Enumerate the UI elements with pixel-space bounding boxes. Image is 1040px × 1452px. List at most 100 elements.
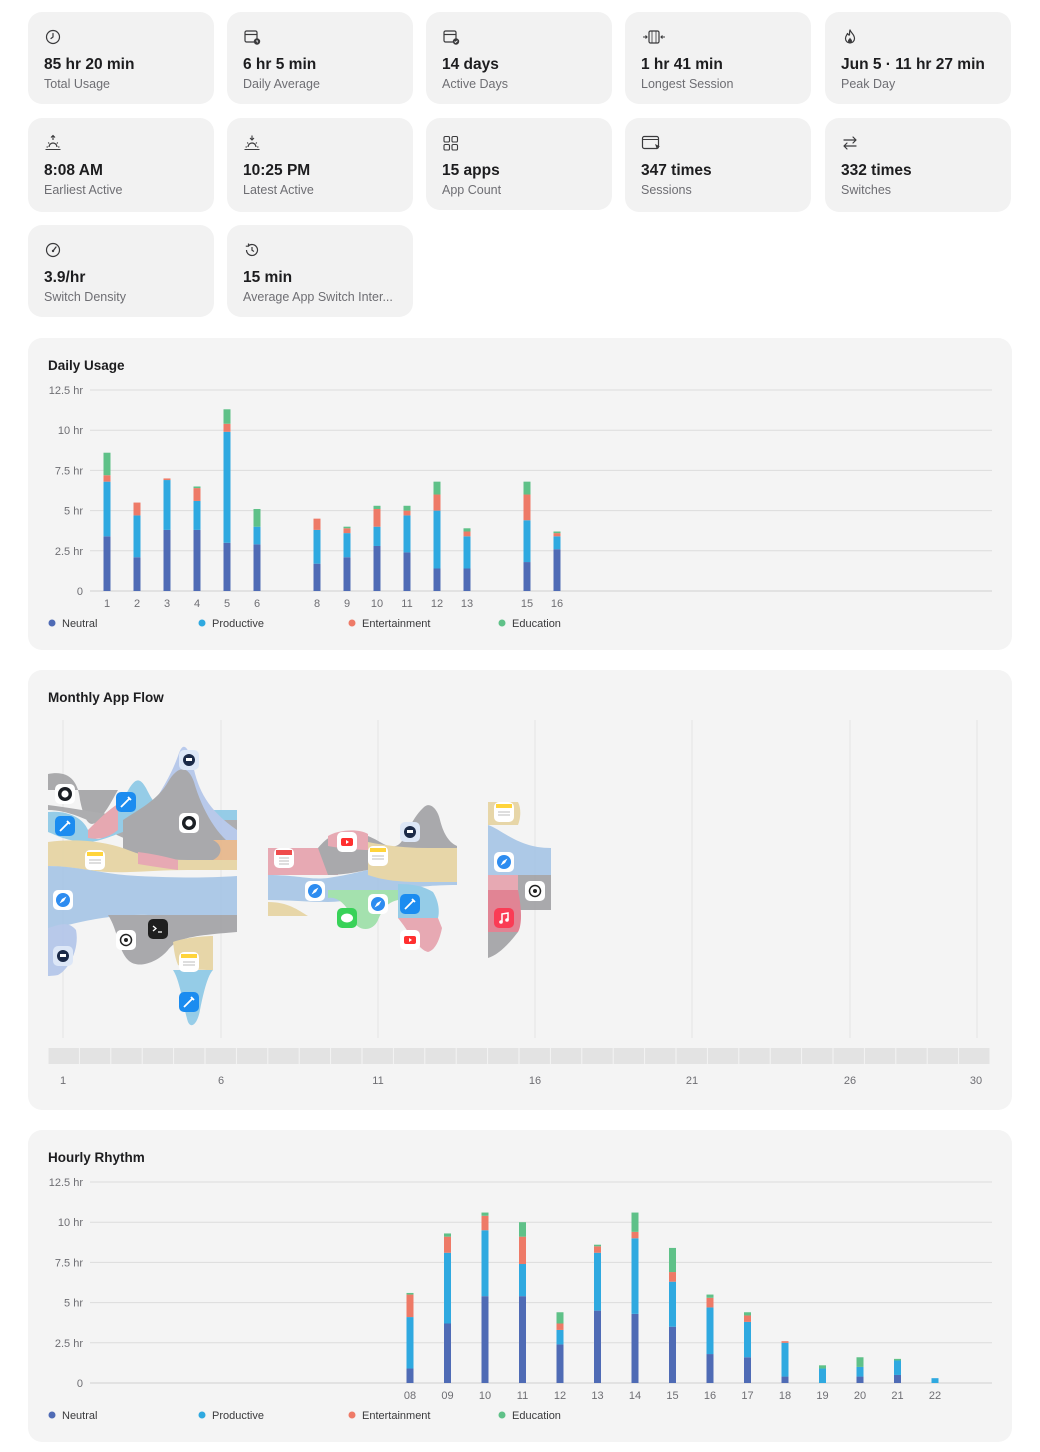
stat-value: 14 days [442, 56, 499, 73]
stat-card-earliest-active: 8:08 AM Earliest Active [28, 118, 214, 212]
bar-segment-education [103, 452, 111, 476]
bar-segment-education [553, 531, 561, 534]
stopwatch-range-icon [643, 30, 665, 44]
legend-swatch [348, 1411, 356, 1419]
bar-segment-productive [163, 480, 171, 530]
y-tick-label: 5 hr [64, 1298, 83, 1310]
legend-label: Entertainment [362, 618, 430, 630]
bar-segment-neutral [856, 1376, 864, 1383]
y-tick-label: 12.5 hr [49, 385, 84, 397]
bar-segment-neutral [463, 568, 471, 591]
sunrise-icon [45, 134, 61, 151]
flow-day-cell [142, 1048, 174, 1064]
xcode-icon [179, 992, 199, 1012]
stat-label: Earliest Active [44, 183, 123, 197]
flow-stream-orange [213, 840, 237, 860]
stat-card-peak-day: Jun 5 · 11 hr 27 min Peak Day [825, 12, 1011, 104]
stat-label: Latest Active [243, 183, 314, 197]
flow-cluster-days-1-6 [48, 746, 237, 1026]
bar-segment-productive [313, 529, 321, 564]
legend-swatch [498, 1411, 506, 1419]
y-tick-label: 2.5 hr [55, 1338, 83, 1350]
bar-segment-neutral [523, 562, 531, 591]
xcode-icon [116, 792, 136, 812]
bar-segment-entertainment [343, 528, 351, 534]
bar-segment-neutral [253, 544, 261, 591]
youtube-icon [337, 832, 357, 852]
flow-stream-pink [138, 852, 178, 870]
flow-stream-pink [488, 875, 518, 890]
flow-day-cell [48, 1048, 79, 1064]
youtube-icon [400, 930, 420, 950]
music-icon [494, 908, 514, 928]
flow-day-cell [488, 1048, 519, 1064]
daily-usage-panel: Daily Usage 12.5 hr 10 hr 7.5 hr 5 hr 2.5 hr… [28, 338, 1012, 650]
flow-day-cell [205, 1048, 236, 1064]
legend-swatch [348, 619, 356, 627]
flow-x-tick-label: 26 [844, 1075, 856, 1087]
bar-segment-entertainment [706, 1297, 714, 1308]
bar-segment-productive [343, 533, 351, 558]
flow-x-tick-label: 6 [218, 1075, 224, 1087]
flow-x-tick-label: 1 [60, 1075, 66, 1087]
bar-segment-productive [253, 526, 261, 545]
bar-segment-neutral [163, 529, 171, 591]
bar-segment-productive [819, 1368, 826, 1383]
bar-segment-entertainment [556, 1323, 564, 1330]
legend-swatch [48, 619, 56, 627]
bar-segment-education [406, 1292, 414, 1295]
bar-segment-productive [556, 1329, 564, 1345]
legend-label: Neutral [62, 618, 97, 630]
legend-swatch [48, 1411, 56, 1419]
stat-label: Average App Switch Inter... [243, 290, 393, 304]
x-tick-label: 21 [891, 1390, 903, 1402]
legend-label: Productive [212, 618, 264, 630]
x-tick-label: 6 [254, 598, 260, 610]
flow-stream-beige-bottom [268, 902, 308, 916]
stat-label: Daily Average [243, 77, 320, 91]
stat-card-active-days: 14 days Active Days [426, 12, 612, 104]
legend-label: Productive [212, 1410, 264, 1422]
x-tick-label: 5 [224, 598, 230, 610]
x-tick-label: 8 [314, 598, 320, 610]
bar-segment-neutral [193, 529, 201, 591]
flow-day-cell [425, 1048, 456, 1064]
bar-segment-productive [553, 536, 561, 550]
flow-day-cell [299, 1048, 331, 1064]
stat-card-app-count: 15 apps App Count [426, 118, 612, 210]
bar-segment-productive [669, 1281, 676, 1327]
monthly-app-flow-panel: Monthly App Flow [28, 670, 1012, 1110]
stat-value: 3.9/hr [44, 269, 86, 286]
legend-swatch [198, 1411, 206, 1419]
flow-x-tick-label: 16 [529, 1075, 541, 1087]
bar-segment-education [669, 1247, 676, 1273]
flow-day-cell [613, 1048, 645, 1064]
safari-icon [53, 890, 73, 910]
bar-segment-productive [744, 1321, 751, 1358]
bar-segment-education [444, 1233, 451, 1237]
bar-segment-entertainment [669, 1272, 676, 1282]
x-tick-label: 10 [479, 1390, 491, 1402]
bar-segment-entertainment [744, 1315, 751, 1322]
bar-segment-productive [523, 520, 531, 563]
bar-segment-entertainment [463, 531, 471, 537]
bar-segment-education [556, 1312, 564, 1324]
x-tick-label: 20 [854, 1390, 866, 1402]
bar-segment-entertainment [553, 533, 561, 537]
bar-segment-entertainment [523, 494, 531, 521]
bar-segment-entertainment [594, 1246, 601, 1253]
bitwarden-icon [53, 946, 73, 966]
x-tick-label: 4 [194, 598, 200, 610]
stat-value: 85 hr 20 min [44, 56, 135, 73]
gauge-icon [45, 242, 61, 258]
bar-segment-neutral [594, 1310, 601, 1383]
bar-segment-productive [463, 536, 471, 569]
stat-card-daily-average: 6 hr 5 min Daily Average [227, 12, 413, 104]
bar-segment-neutral [403, 552, 411, 591]
flow-app-icons [53, 750, 545, 1012]
notes-icon [179, 952, 199, 972]
flow-day-cell [802, 1048, 833, 1064]
flow-day-cell [393, 1048, 425, 1064]
hourly-rhythm-panel: Hourly Rhythm 12.5 hr 10 hr 7.5 hr 5 hr 2.5 … [28, 1130, 1012, 1442]
flow-day-cell [645, 1048, 676, 1064]
